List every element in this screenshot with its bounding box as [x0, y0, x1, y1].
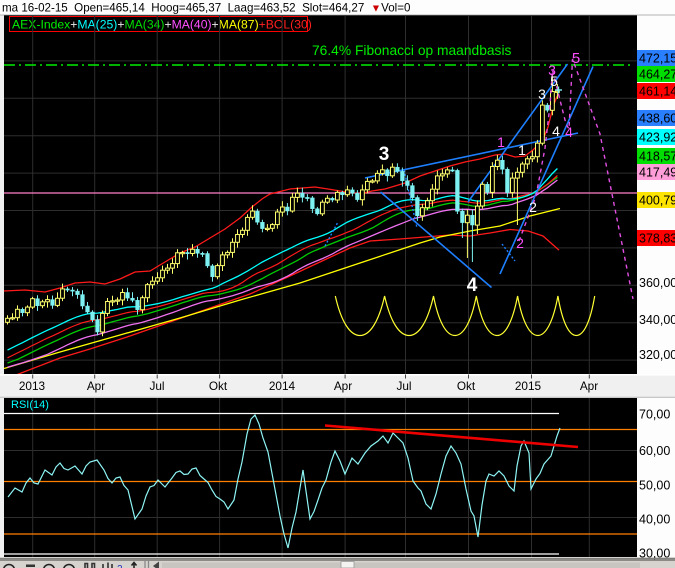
svg-text:2: 2: [529, 199, 537, 215]
svg-text:30,00: 30,00: [639, 547, 670, 561]
svg-text:3: 3: [379, 144, 390, 165]
svg-text:Okt: Okt: [457, 379, 476, 393]
svg-text:423,922: 423,922: [639, 131, 675, 145]
svg-text:340,00: 340,00: [639, 313, 675, 327]
svg-text:2013: 2013: [19, 379, 46, 393]
svg-text:RSI(14): RSI(14): [11, 399, 49, 411]
svg-text:Jul: Jul: [396, 379, 411, 393]
svg-text:417,495: 417,495: [639, 166, 675, 180]
svg-text:Okt: Okt: [209, 379, 228, 393]
svg-text:1: 1: [518, 142, 526, 158]
svg-text:4: 4: [467, 275, 478, 296]
svg-text:Apr: Apr: [580, 379, 598, 393]
svg-text:464,27: 464,27: [639, 68, 675, 82]
svg-text:418,57: 418,57: [639, 150, 675, 164]
svg-text:3: 3: [538, 86, 546, 102]
svg-text:1: 1: [497, 134, 505, 150]
svg-text:60,00: 60,00: [639, 444, 670, 458]
svg-text:2: 2: [117, 564, 123, 568]
svg-text:2015: 2015: [515, 379, 542, 393]
svg-text:378,838: 378,838: [639, 232, 675, 246]
svg-text:Apr: Apr: [334, 379, 352, 393]
svg-text:360,00: 360,00: [639, 276, 675, 290]
svg-text:2014: 2014: [269, 379, 296, 393]
svg-text:Jul: Jul: [149, 379, 164, 393]
svg-text:40,00: 40,00: [639, 513, 670, 527]
svg-text:400,792: 400,792: [639, 194, 675, 208]
svg-text:5: 5: [572, 50, 580, 67]
svg-text:461,149: 461,149: [639, 85, 675, 99]
svg-text:AEX-Index+MA(25)+MA(34)+MA(40): AEX-Index+MA(25)+MA(34)+MA(40)+MA(87)+BO…: [12, 18, 312, 32]
svg-text:472,15: 472,15: [639, 52, 675, 66]
svg-text:76.4% Fibonacci op maandbasis: 76.4% Fibonacci op maandbasis: [312, 43, 512, 58]
svg-text:320,00: 320,00: [639, 348, 675, 362]
svg-text:50,00: 50,00: [639, 479, 670, 493]
svg-text:5: 5: [550, 73, 558, 89]
svg-text:3: 3: [548, 62, 556, 78]
svg-text:4: 4: [552, 123, 560, 139]
svg-text:4: 4: [565, 124, 573, 140]
svg-text:70,00: 70,00: [639, 408, 670, 422]
svg-text:ma 16-02-15 Open=465,14 Hoog: ma 16-02-15 Open=465,14 Hoog=465,37 Laag…: [2, 2, 410, 15]
svg-text:2: 2: [516, 235, 524, 251]
svg-text:438,60: 438,60: [639, 112, 675, 126]
svg-text:Apr: Apr: [87, 379, 105, 393]
